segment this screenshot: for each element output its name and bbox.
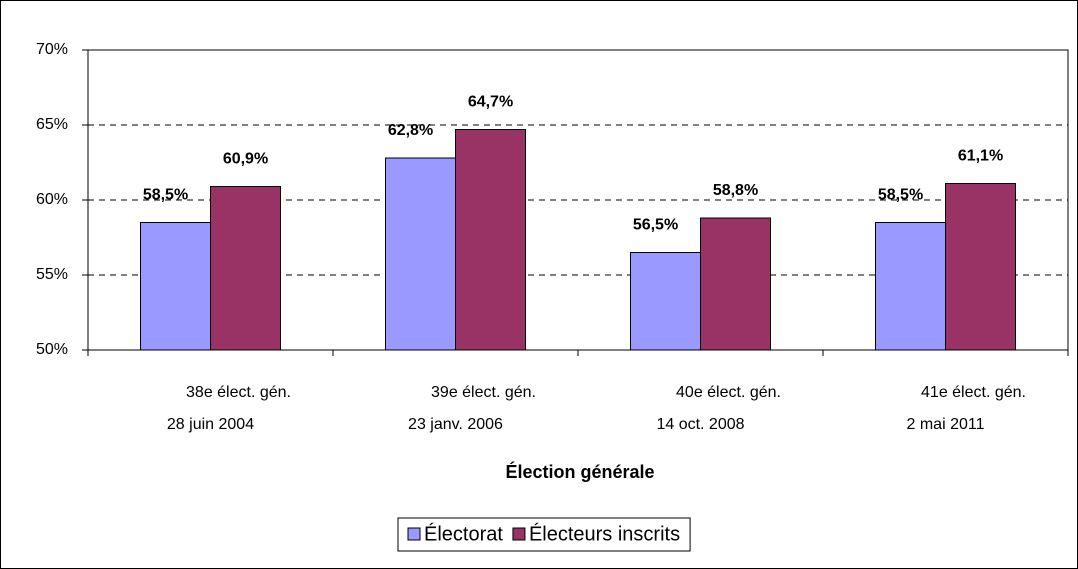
value-label: 60,9% — [223, 151, 268, 168]
value-label: 61,1% — [958, 148, 1003, 165]
bar — [385, 157, 456, 351]
value-label: 64,7% — [468, 94, 513, 111]
legend-label: Électeurs inscrits — [529, 522, 680, 545]
bar — [630, 252, 701, 351]
value-label: 56,5% — [633, 217, 678, 234]
bar — [875, 222, 946, 351]
x-tick-label: 28 juin 2004 — [167, 416, 254, 433]
x-tick-label: 38e élect. gén. — [186, 384, 291, 401]
legend — [397, 517, 691, 552]
y-tick-label: 65% — [36, 116, 68, 133]
bar — [455, 129, 526, 351]
y-tick-label: 55% — [36, 266, 68, 283]
x-tick-label: 39e élect. gén. — [431, 384, 536, 401]
y-tick-label: 70% — [36, 41, 68, 58]
value-label: 58,5% — [878, 187, 923, 204]
legend-swatch — [512, 527, 526, 541]
x-axis-title: Élection générale — [505, 461, 654, 482]
x-tick-label: 2 mai 2011 — [907, 416, 985, 433]
x-tick-label: 40e élect. gén. — [676, 384, 781, 401]
y-tick-label: 60% — [36, 191, 68, 208]
legend-label: Électorat — [424, 522, 503, 545]
bar — [945, 183, 1016, 351]
x-tick-label: 23 janv. 2006 — [408, 416, 503, 433]
value-label: 62,8% — [388, 122, 433, 139]
bar — [210, 186, 281, 351]
legend-swatch — [407, 527, 421, 541]
y-tick-label: 50% — [36, 341, 68, 358]
value-label: 58,8% — [713, 182, 758, 199]
x-tick-label: 41e élect. gén. — [921, 384, 1026, 401]
bar — [700, 217, 771, 351]
value-label: 58,5% — [143, 187, 188, 204]
x-tick-label: 14 oct. 2008 — [656, 416, 744, 433]
bar — [140, 222, 211, 351]
